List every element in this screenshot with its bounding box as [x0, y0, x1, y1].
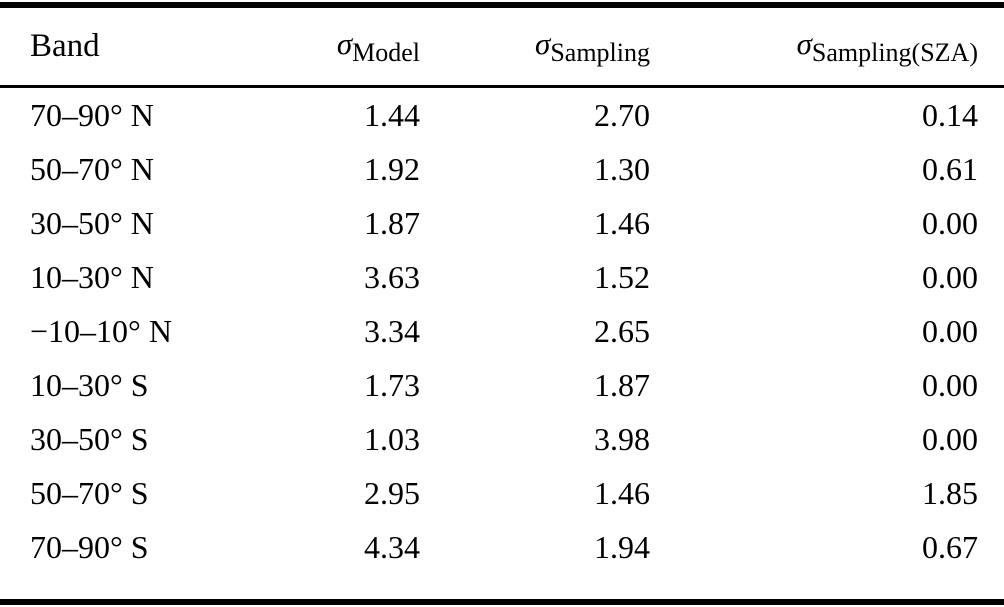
band-cell: 30–50° S: [30, 421, 149, 457]
table-body: 70–90° N 1.44 2.70 0.14 50–70° N 1.92 1.…: [0, 87, 1004, 575]
sampling-value-cell: 1.46: [594, 475, 650, 511]
sigma-symbol: σ: [535, 26, 551, 61]
model-value-cell: 3.34: [364, 313, 420, 349]
sampling-sza-value-cell: 0.14: [922, 97, 978, 133]
band-cell: 10–30° N: [30, 259, 154, 295]
model-value-cell: 2.95: [364, 475, 420, 511]
band-cell: 70–90° N: [30, 97, 154, 133]
table-row: 70–90° N 1.44 2.70 0.14: [0, 87, 1004, 143]
model-value-cell: 1.03: [364, 421, 420, 457]
sampling-sza-value-cell: 0.00: [922, 259, 978, 295]
model-value-cell: 4.34: [364, 529, 420, 565]
band-cell: 50–70° N: [30, 151, 154, 187]
band-cell: 10–30° S: [30, 367, 149, 403]
sampling-value-cell: 1.87: [594, 367, 650, 403]
sampling-value-cell: 2.65: [594, 313, 650, 349]
model-value-cell: 1.87: [364, 205, 420, 241]
table-row: 50–70° N 1.92 1.30 0.61: [0, 142, 1004, 196]
sigma-symbol: σ: [796, 26, 812, 61]
sigma-symbol: σ: [336, 26, 353, 61]
sampling-sza-value-cell: 0.00: [922, 367, 978, 403]
sampling-sza-value-cell: 0.00: [922, 313, 978, 349]
sampling-sza-value-cell: 1.85: [922, 475, 978, 511]
sampling-value-cell: 1.52: [594, 259, 650, 295]
sampling-value-cell: 1.30: [594, 151, 650, 187]
band-cell: −10–10° N: [30, 313, 172, 349]
sigma-subscript-sampling-sza: Sampling(SZA): [811, 38, 978, 67]
band-cell: 30–50° N: [30, 205, 154, 241]
model-value-cell: 1.92: [364, 151, 420, 187]
sigma-subscript-sampling: Sampling: [550, 38, 650, 67]
sampling-sza-value-cell: 0.00: [922, 205, 978, 241]
model-value-cell: 3.63: [364, 259, 420, 295]
table-header: Band σModel σSampling σSampling(SZA): [0, 8, 1004, 88]
header-row: Band σModel σSampling σSampling(SZA): [0, 8, 1004, 88]
table-row: 10–30° N 3.63 1.52 0.00: [0, 250, 1004, 304]
column-header-band: Band: [0, 8, 280, 88]
column-header-sigma-model: σModel: [280, 8, 420, 88]
table-row: −10–10° N 3.34 2.65 0.00: [0, 304, 1004, 358]
sigma-statistics-table: Band σModel σSampling σSampling(SZA) 70–…: [0, 8, 1004, 574]
sampling-sza-value-cell: 0.00: [922, 421, 978, 457]
model-value-cell: 1.44: [364, 97, 420, 133]
band-cell: 50–70° S: [30, 475, 149, 511]
table-row: 50–70° S 2.95 1.46 1.85: [0, 466, 1004, 520]
sampling-sza-value-cell: 0.67: [922, 529, 978, 565]
sampling-value-cell: 1.94: [594, 529, 650, 565]
table-row: 10–30° S 1.73 1.87 0.00: [0, 358, 1004, 412]
sampling-sza-value-cell: 0.61: [922, 151, 978, 187]
table-row: 70–90° S 4.34 1.94 0.67: [0, 520, 1004, 574]
sampling-value-cell: 3.98: [594, 421, 650, 457]
column-header-sigma-sampling: σSampling: [420, 8, 650, 88]
table-row: 30–50° S 1.03 3.98 0.00: [0, 412, 1004, 466]
sampling-value-cell: 2.70: [594, 97, 650, 133]
sigma-subscript-model: Model: [352, 38, 420, 67]
model-value-cell: 1.73: [364, 367, 420, 403]
band-cell: 70–90° S: [30, 529, 149, 565]
column-header-sigma-sampling-sza: σSampling(SZA): [650, 8, 1004, 88]
sampling-value-cell: 1.46: [594, 205, 650, 241]
table-row: 30–50° N 1.87 1.46 0.00: [0, 196, 1004, 250]
